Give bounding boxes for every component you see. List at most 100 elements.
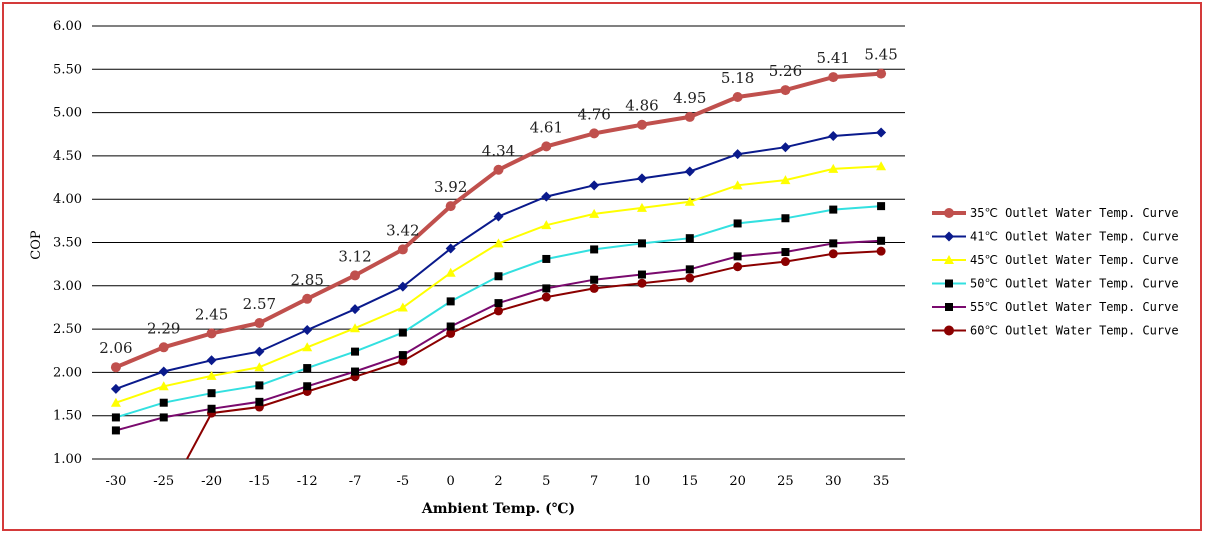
data-point (876, 127, 887, 138)
data-point (303, 364, 312, 373)
data-point (733, 252, 742, 261)
data-label: 3.92 (434, 178, 467, 196)
series-group (110, 68, 887, 373)
data-point (828, 249, 838, 259)
series-line (115, 239, 882, 432)
data-point (829, 239, 838, 248)
data-point (684, 166, 695, 177)
x-tick-label: -25 (153, 474, 174, 489)
series-group (111, 236, 886, 435)
data-point (636, 202, 647, 212)
data-point (350, 304, 361, 315)
data-point (685, 273, 695, 283)
series-line (185, 250, 882, 459)
x-tick-label: -12 (297, 474, 318, 489)
legend-label: 60℃ Outlet Water Temp. Curve (970, 324, 1179, 338)
data-point (351, 347, 360, 356)
data-point (876, 161, 887, 171)
data-point (207, 389, 216, 398)
series-group (185, 246, 886, 459)
data-point (445, 267, 456, 277)
x-tick-label: 25 (777, 474, 794, 489)
data-point (398, 328, 407, 337)
data-point (111, 426, 120, 435)
data-point (733, 262, 743, 272)
x-tick-label: 15 (682, 474, 699, 489)
data-point (637, 270, 646, 279)
data-point (541, 220, 552, 230)
data-point (254, 318, 265, 329)
data-point (542, 254, 551, 263)
series-group (110, 127, 887, 394)
data-label: 2.06 (99, 339, 132, 357)
y-tick-label: 5.50 (53, 62, 82, 77)
data-point (877, 236, 886, 245)
data-point (255, 397, 264, 406)
data-point (159, 413, 168, 422)
data-point (493, 211, 504, 222)
data-label: 4.34 (482, 142, 515, 160)
data-point (877, 202, 886, 211)
data-point (541, 292, 551, 302)
data-label: 5.18 (721, 69, 754, 87)
series-group (111, 202, 886, 422)
y-tick-label: 2.50 (53, 322, 82, 337)
data-point (780, 257, 790, 267)
data-point (254, 362, 265, 372)
x-tick-label: 10 (634, 474, 651, 489)
x-axis-title: Ambient Temp. (℃) (421, 501, 575, 517)
data-point (637, 278, 647, 288)
y-tick-label: 2.00 (53, 365, 82, 380)
legend-item: 50℃ Outlet Water Temp. Curve (932, 277, 1179, 291)
data-point (685, 234, 694, 243)
x-tick-label: 20 (729, 474, 746, 489)
data-point (158, 342, 169, 353)
data-point (684, 111, 695, 122)
data-point (110, 383, 121, 394)
data-point (350, 323, 361, 333)
data-point (590, 275, 599, 284)
x-tick-label: -15 (249, 474, 270, 489)
y-tick-label: 4.00 (53, 192, 82, 207)
x-tick-label: 35 (873, 474, 890, 489)
data-point (158, 366, 169, 377)
data-point (397, 281, 408, 292)
data-point (494, 272, 503, 281)
data-point (944, 255, 954, 264)
data-point (780, 142, 791, 153)
data-point (302, 324, 313, 335)
series-line (115, 165, 882, 404)
data-point (684, 196, 695, 206)
legend-item: 41℃ Outlet Water Temp. Curve (932, 230, 1179, 244)
data-point (206, 328, 217, 339)
data-point (781, 214, 790, 223)
series-group (110, 161, 887, 407)
data-point (829, 205, 838, 214)
y-tick-label: 3.50 (53, 236, 82, 251)
data-point (494, 299, 503, 308)
x-tick-label: -7 (349, 474, 362, 489)
data-point (589, 180, 600, 191)
data-point (732, 180, 743, 190)
data-point (493, 164, 504, 175)
data-point (828, 163, 839, 173)
data-point (398, 351, 407, 360)
data-label: 2.45 (195, 305, 228, 323)
x-tick-label: 30 (825, 474, 842, 489)
data-point (446, 297, 455, 306)
data-label: 3.12 (338, 247, 371, 265)
y-tick-label: 1.00 (53, 452, 82, 467)
data-point (207, 404, 216, 413)
data-label: 4.61 (530, 118, 563, 136)
x-tick-label: 0 (447, 474, 455, 489)
data-point (590, 245, 599, 254)
x-tick-label: 2 (494, 474, 502, 489)
data-point (780, 85, 791, 96)
data-point (111, 413, 120, 422)
y-tick-label: 5.00 (53, 106, 82, 121)
data-point (302, 293, 313, 304)
data-point (541, 141, 552, 152)
data-point (636, 119, 647, 130)
data-point (781, 248, 790, 257)
